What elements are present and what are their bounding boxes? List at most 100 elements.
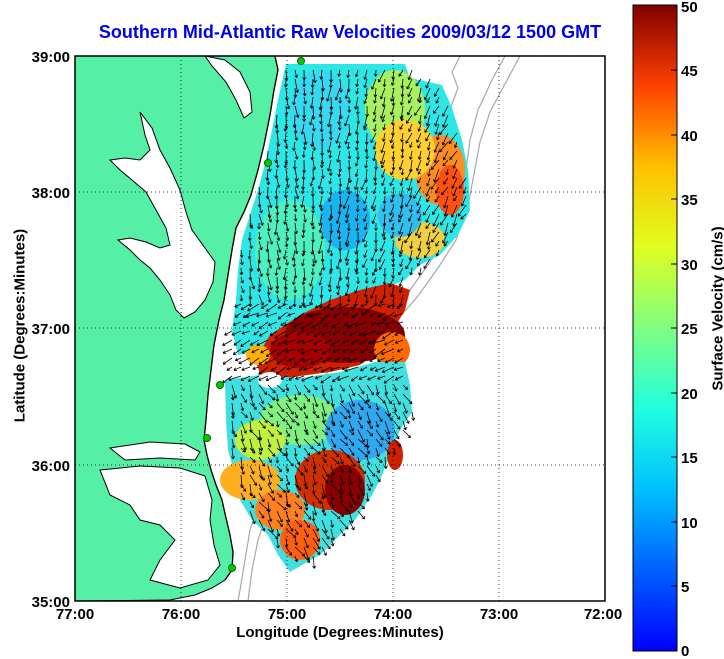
velocity-arrow	[303, 393, 311, 402]
velocity-arrow	[394, 330, 404, 336]
velocity-arrow	[375, 447, 380, 458]
velocity-arrow	[375, 474, 381, 483]
velocity-arrow	[380, 348, 395, 356]
velocity-arrow	[427, 240, 431, 250]
velocity-arrow	[294, 483, 302, 491]
velocity-arrow	[348, 357, 359, 363]
velocity-arrow	[452, 213, 458, 227]
velocity-arrow	[317, 240, 323, 255]
velocity-arrow	[398, 159, 404, 171]
velocity-arrow	[301, 339, 314, 345]
velocity-arrow	[302, 303, 314, 308]
velocity-arrow	[390, 87, 395, 102]
velocity-arrow	[367, 375, 377, 381]
velocity-arrow	[275, 366, 287, 375]
velocity-vectors	[222, 69, 467, 569]
velocity-arrow	[345, 213, 350, 224]
velocity-arrow	[240, 393, 247, 403]
velocity-arrow	[339, 474, 345, 485]
velocity-arrow	[321, 483, 327, 498]
velocity-arrow	[337, 231, 342, 240]
velocity-arrow	[303, 411, 309, 419]
velocity-arrow	[327, 276, 332, 288]
velocity-arrow	[338, 294, 343, 307]
velocity-arrow	[382, 78, 387, 87]
velocity-arrow	[294, 222, 298, 235]
velocity-arrow	[443, 177, 449, 185]
velocity-arrow	[275, 213, 280, 223]
velocity-arrow	[276, 492, 283, 498]
velocity-arrow	[283, 213, 287, 225]
velocity-arrow	[275, 285, 280, 294]
velocity-arrow	[380, 168, 386, 178]
colorbar-ticks: 50 45 40 35 30 25 20 15 10 5 0	[681, 0, 698, 659]
velocity-arrow	[398, 69, 404, 77]
velocity-arrow	[240, 420, 247, 434]
velocity-arrow	[321, 546, 327, 556]
velocity-arrow	[407, 213, 413, 222]
velocity-arrow	[347, 411, 352, 419]
velocity-arrow	[347, 150, 352, 160]
velocity-arrow	[358, 375, 368, 381]
velocity-arrow	[276, 357, 287, 365]
velocity-arrow	[381, 132, 386, 142]
velocity-arrow	[348, 393, 356, 407]
velocity-arrow	[296, 330, 305, 336]
velocity-arrow	[275, 420, 280, 428]
velocity-arrow	[382, 276, 387, 285]
velocity-arrow	[292, 258, 297, 268]
velocity-arrow	[366, 456, 371, 466]
velocity-arrow	[267, 195, 273, 209]
velocity-arrow	[276, 474, 284, 482]
velocity-arrow	[231, 429, 237, 438]
velocity-arrow	[258, 213, 264, 226]
y-tick-label: 39:00	[32, 49, 70, 66]
velocity-arrow	[249, 501, 255, 509]
velocity-arrow	[303, 537, 309, 549]
velocity-arrow	[350, 375, 359, 382]
velocity-arrow	[280, 321, 287, 326]
velocity-arrow	[338, 96, 343, 104]
velocity-arrow	[365, 492, 370, 502]
velocity-arrow	[443, 222, 449, 236]
velocity-arrow	[432, 105, 440, 114]
velocity-arrow	[303, 429, 309, 435]
velocity-arrow	[328, 150, 333, 159]
velocity-arrow	[390, 285, 395, 298]
velocity-arrow	[425, 222, 431, 229]
velocity-arrow	[330, 402, 338, 415]
velocity-arrow	[300, 195, 305, 208]
velocity-arrow	[450, 204, 458, 218]
velocity-arrow	[399, 123, 404, 130]
velocity-arrow	[270, 366, 278, 372]
velocity-arrow	[311, 483, 316, 494]
velocity-arrow	[274, 330, 287, 339]
velocity-arrow	[302, 357, 314, 363]
velocity-arrow	[240, 303, 251, 311]
velocity-arrow	[445, 168, 449, 176]
colorbar-tick-label: 5	[681, 579, 689, 596]
velocity-arrow	[312, 537, 321, 550]
velocity-arrow	[425, 114, 431, 127]
velocity-arrow	[258, 483, 263, 491]
velocity-arrow	[251, 348, 260, 354]
velocity-arrow	[364, 87, 369, 98]
velocity-arrow	[357, 447, 369, 458]
velocity-arrow	[301, 258, 305, 267]
velocity-arrow	[276, 429, 282, 436]
velocity-arrow	[332, 348, 341, 353]
velocity-arrow	[397, 231, 404, 242]
velocity-arrow	[347, 105, 352, 113]
velocity-arrow	[231, 447, 235, 460]
velocity-arrow	[330, 465, 336, 476]
velocity-arrow	[240, 492, 246, 501]
velocity-arrow	[348, 384, 356, 397]
velocity-arrow	[366, 474, 373, 487]
velocity-arrow	[371, 78, 377, 90]
velocity-arrow	[257, 222, 261, 230]
velocity-arrow	[258, 420, 266, 429]
velocity-arrow	[339, 528, 346, 537]
velocity-arrow	[439, 141, 449, 153]
velocity-arrow	[349, 330, 359, 337]
velocity-arrow	[333, 312, 341, 318]
